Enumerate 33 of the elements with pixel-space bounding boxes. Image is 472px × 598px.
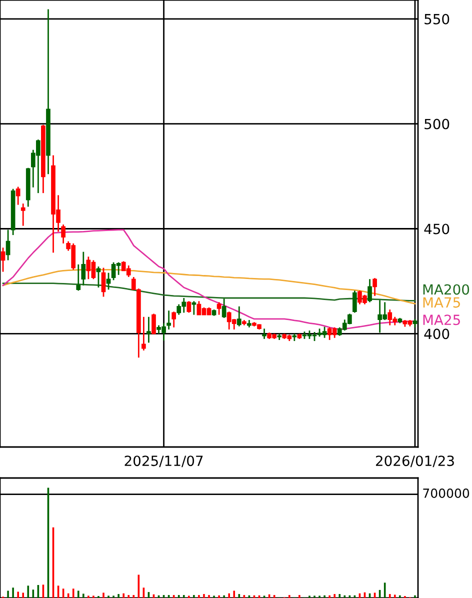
candlestick (6, 229, 10, 261)
series-label: MA25 (423, 314, 460, 326)
series-label: MA75 (423, 297, 460, 308)
candlestick (81, 251, 86, 286)
candlestick (152, 313, 156, 334)
candlestick (222, 298, 226, 319)
candlestick (0, 246, 6, 272)
y-tick-label: 400 (424, 328, 450, 340)
candlestick (186, 300, 192, 314)
candlestick (172, 310, 176, 328)
text: 700000 (423, 488, 470, 498)
candlestick (166, 310, 171, 330)
candlestick (368, 278, 372, 303)
candlestick (262, 328, 266, 340)
y-tick-label: 550 (424, 14, 450, 24)
candlestick (352, 290, 357, 314)
candlestick (216, 302, 222, 316)
candlestick (101, 267, 106, 298)
candlestick (146, 316, 151, 344)
candlestick (372, 277, 377, 297)
candlestick (106, 272, 111, 290)
y-tick-label: 450 (424, 224, 450, 234)
x-tick-label: 2026/01/23 (376, 456, 454, 468)
y-tick-label: 500 (424, 118, 450, 130)
candlestick (142, 316, 146, 352)
candlestick (236, 306, 242, 328)
candlestick (20, 202, 26, 227)
candlestick (96, 266, 101, 288)
candlestick (61, 224, 66, 244)
x-tick-label: 2025/11/07 (124, 456, 203, 468)
candlestick (16, 186, 20, 206)
candlestick (76, 264, 81, 292)
series-label: MA200 (423, 284, 470, 295)
